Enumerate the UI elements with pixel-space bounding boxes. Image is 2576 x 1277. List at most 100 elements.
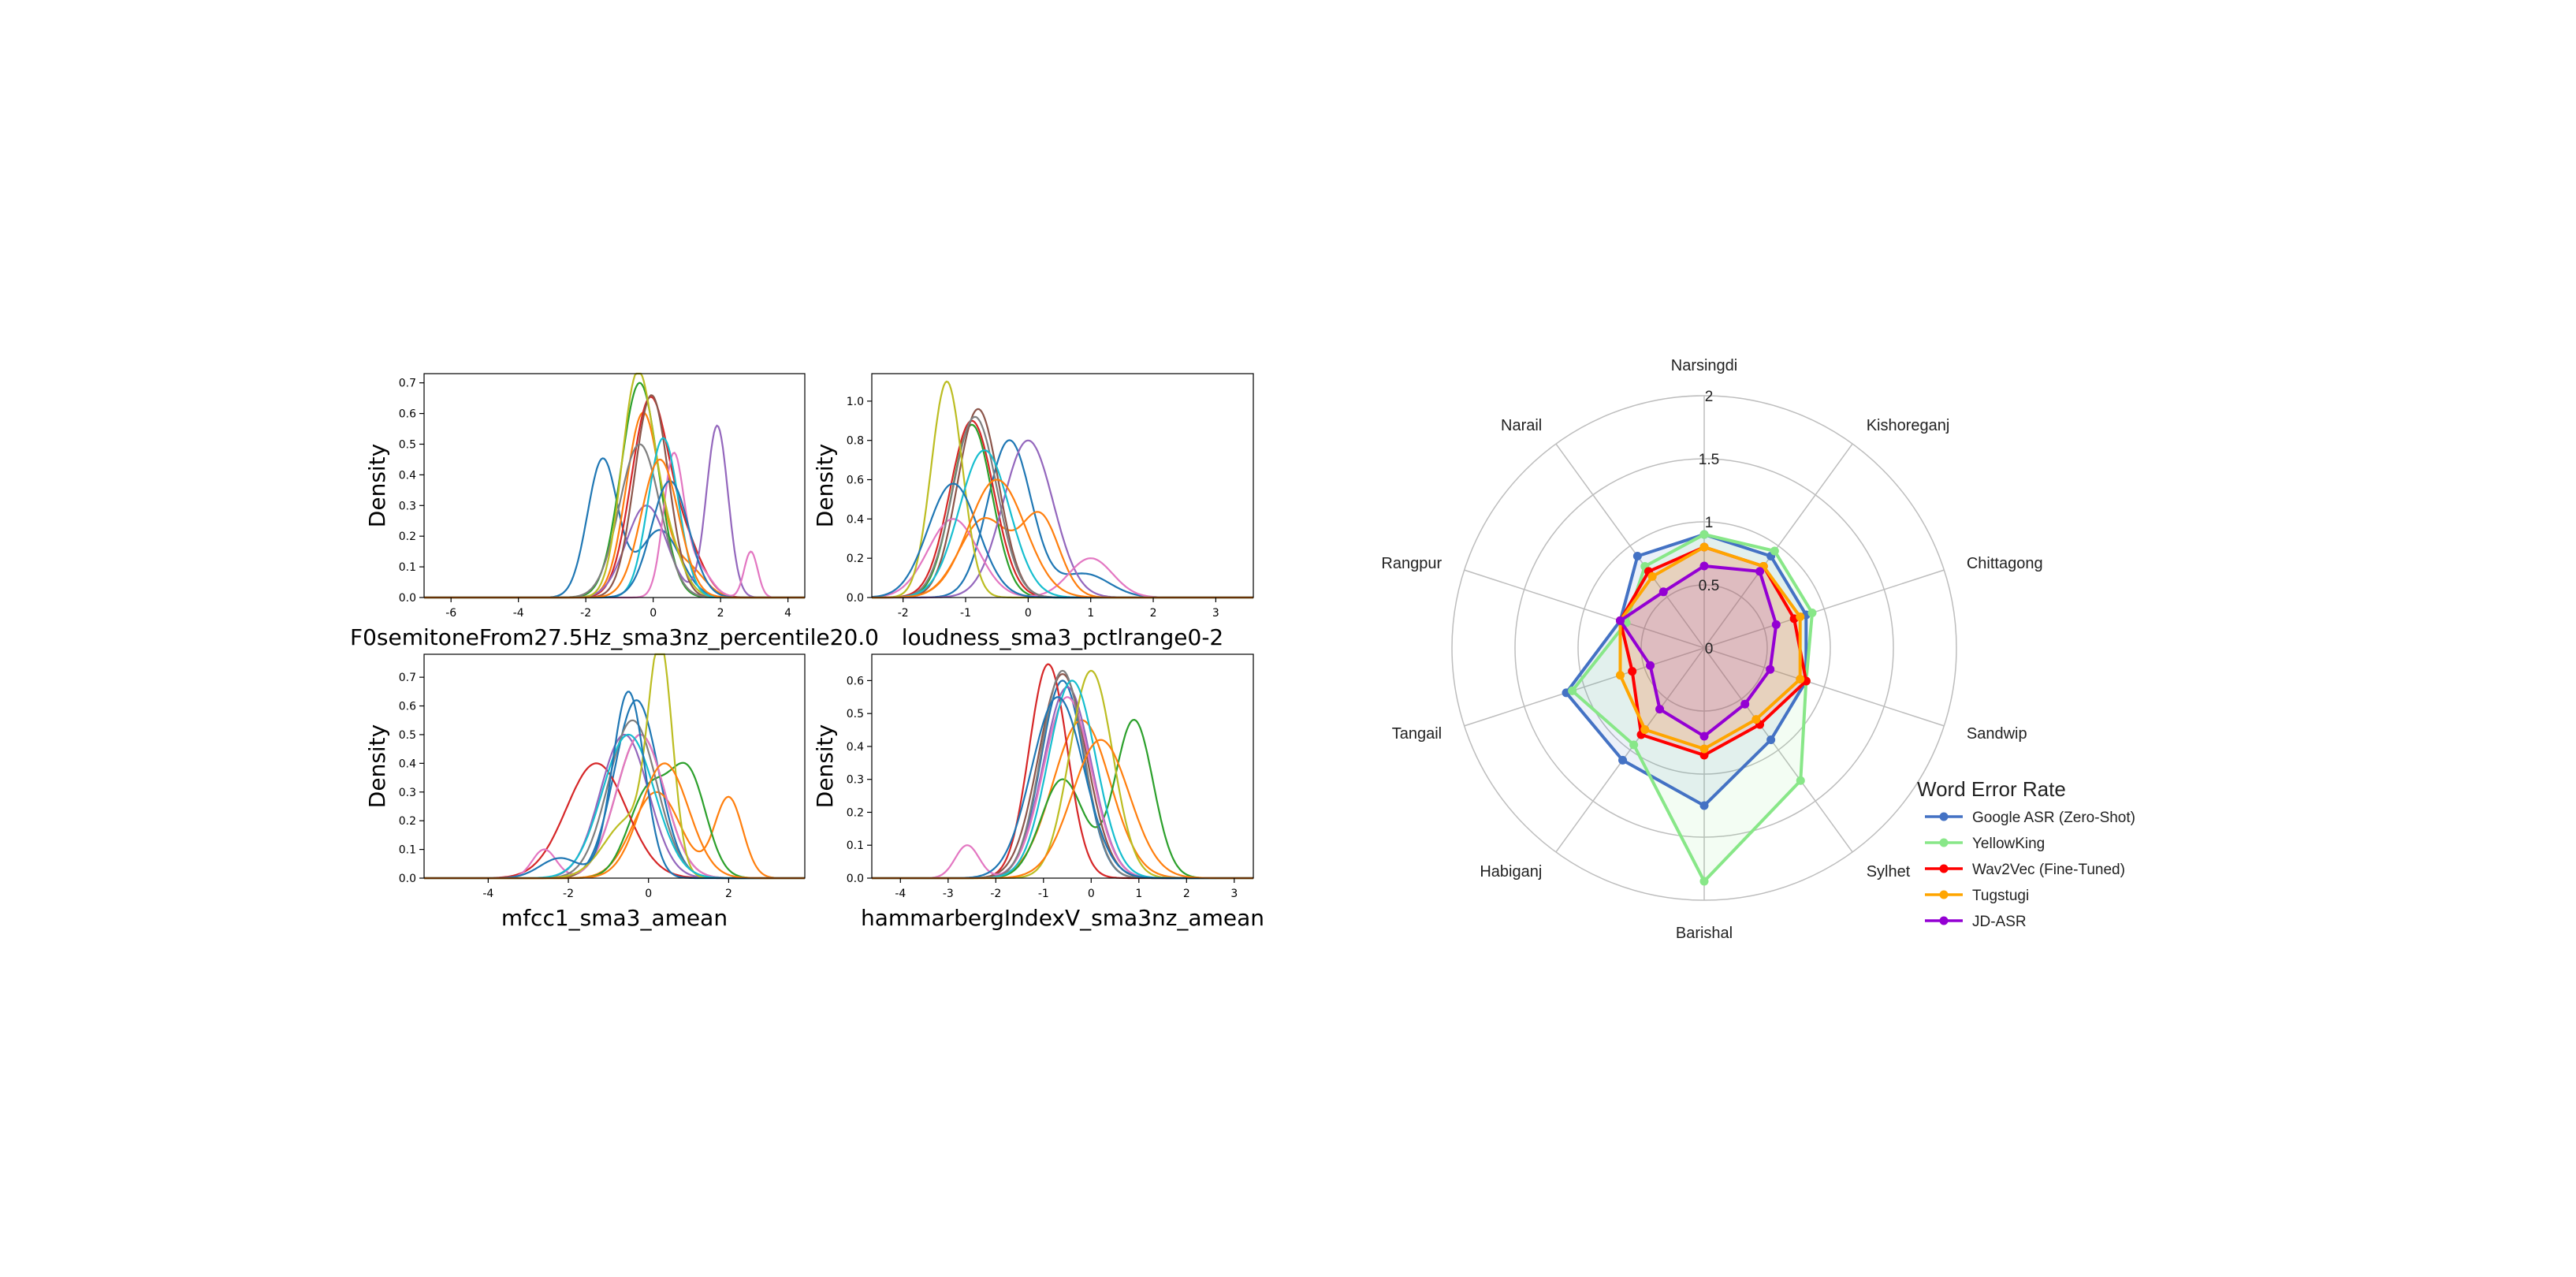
axes-frame <box>871 653 1254 879</box>
radar-point-2 <box>1628 667 1637 676</box>
y-tick-label: 0.6 <box>847 675 864 687</box>
x-tick-label: 2 <box>1150 607 1157 620</box>
kde-series-line-10 <box>872 696 1253 880</box>
y-tick-label: 0.0 <box>399 592 416 605</box>
radar-point-4 <box>1615 616 1625 625</box>
radar-point-0 <box>1766 735 1776 744</box>
kde-panel-f0semitone: -6 -4 -2 0 2 4 0.0 0.1 0.2 0.3 0.4 0.5 0.6 0.7 F0semit… <box>350 372 879 650</box>
legend-label: JD-ASR <box>1972 914 2027 930</box>
radar-point-4 <box>1699 732 1709 741</box>
radar-point-4 <box>1646 661 1655 670</box>
y-tick-label: 0.3 <box>399 787 416 799</box>
radar-category-label: Habiganj <box>1480 863 1542 880</box>
radar-category-label: Barishal <box>1676 925 1733 942</box>
radar-point-3 <box>1615 671 1625 680</box>
x-tick-label: -6 <box>445 607 456 620</box>
x-tick-label: -4 <box>482 888 493 900</box>
radar-point-3 <box>1699 542 1709 552</box>
x-tick-label: -2 <box>580 607 591 620</box>
x-tick-label: 2 <box>1183 888 1190 900</box>
kde-series-line-5 <box>872 672 1253 880</box>
x-tick-label: -3 <box>943 888 954 900</box>
radar-category-label: Sandwip <box>1967 725 2027 743</box>
radar-point-4 <box>1755 567 1765 576</box>
kde-series-line-2 <box>872 718 1253 880</box>
x-axis-label: hammarbergIndexV_sma3nz_amean <box>861 905 1264 931</box>
radar-point-1 <box>1770 546 1779 556</box>
y-tick-label: 0.3 <box>399 500 416 512</box>
radar-category-label: Kishoreganj <box>1867 417 1950 434</box>
x-tick-label: 0 <box>650 607 657 620</box>
y-axis-label: Density <box>364 724 390 808</box>
x-axis-label: mfcc1_sma3_amean <box>501 905 728 931</box>
radial-tick-label: 0 <box>1705 641 1714 657</box>
radar-category-label: Narail <box>1501 417 1542 434</box>
x-tick-label: -1 <box>960 607 971 620</box>
radar-spoke <box>1555 647 1705 853</box>
radar-spoke <box>1703 647 1853 853</box>
kde-panel-loudness: -2 -1 0 1 2 3 0.0 0.2 0.4 0.6 0.8 1.0 loudness_sma3_… <box>812 373 1254 650</box>
x-tick-label: 3 <box>1230 888 1238 900</box>
x-tick-label: -4 <box>513 607 524 620</box>
y-tick-label: 0.7 <box>399 672 416 684</box>
axes-frame <box>423 653 806 879</box>
kde-series-line-1 <box>872 719 1253 880</box>
kde-panel-mfcc1: -4 -2 0 2 0.0 0.1 0.2 0.3 0.4 0.5 0.6 0.7 mfcc1_sma3… <box>364 653 806 931</box>
radar-point-4 <box>1655 705 1665 714</box>
y-tick-label: 0.2 <box>847 553 864 565</box>
radar-series-area-2 <box>1620 547 1807 755</box>
radar-point-0 <box>1699 801 1709 810</box>
radar-series-area-3 <box>1620 547 1800 749</box>
kde-series-line-8 <box>872 380 1253 599</box>
x-tick-label: -4 <box>895 888 906 900</box>
radar-spoke <box>1703 443 1853 649</box>
kde-series-line-3 <box>872 419 1253 599</box>
y-axis-label: Density <box>812 724 838 808</box>
x-tick-label: 1 <box>1135 888 1142 900</box>
y-axis-label: Density <box>812 444 838 527</box>
radar-category-label: Narsingdi <box>1671 357 1737 374</box>
y-tick-label: 0.1 <box>847 840 864 852</box>
y-tick-label: 0.4 <box>847 513 864 526</box>
radar-point-4 <box>1740 699 1750 709</box>
radar-spoke <box>1703 647 1945 727</box>
x-tick-label: 3 <box>1212 607 1219 620</box>
axes-frame <box>423 373 806 598</box>
radial-tick-label: 1.5 <box>1699 452 1719 468</box>
x-tick-label: 0 <box>1025 607 1032 620</box>
radar-spoke <box>1555 443 1705 649</box>
legend-label: YellowKing <box>1972 836 2045 852</box>
y-tick-label: 0.4 <box>847 741 864 754</box>
y-tick-label: 0.1 <box>399 561 416 574</box>
y-tick-label: 0.0 <box>847 592 864 605</box>
legend-swatch-marker <box>1939 864 1949 873</box>
radar-point-1 <box>1807 609 1817 618</box>
radar-series-area-1 <box>1572 534 1812 881</box>
radar-category-label: Sylhet <box>1867 863 1911 880</box>
radar-point-3 <box>1796 675 1805 684</box>
kde-series-line-11 <box>872 739 1253 880</box>
kde-series-line-0 <box>424 699 805 880</box>
radar-point-1 <box>1796 776 1805 785</box>
y-tick-label: 0.0 <box>399 873 416 885</box>
y-tick-label: 0.5 <box>399 729 416 742</box>
x-tick-label: 0 <box>1088 888 1095 900</box>
x-tick-label: 2 <box>717 607 724 620</box>
y-axis-label: Density <box>364 444 390 527</box>
radar-category-label: Tangail <box>1392 725 1442 743</box>
legend-swatch-marker <box>1939 812 1949 821</box>
radar-point-3 <box>1640 725 1650 735</box>
radar-spoke <box>1703 569 1945 649</box>
radar-point-4 <box>1658 587 1668 597</box>
kde-series-line-10 <box>424 691 805 880</box>
y-tick-label: 0.5 <box>847 708 864 720</box>
kde-series-line-6 <box>872 696 1253 880</box>
axes-frame <box>871 373 1254 598</box>
radar-point-1 <box>1629 740 1639 750</box>
radar-point-3 <box>1796 612 1805 621</box>
radar-category-label: Chittagong <box>1967 555 2043 572</box>
x-axis-label: loudness_sma3_pctlrange0-2 <box>902 624 1224 650</box>
radar-point-4 <box>1699 561 1709 571</box>
y-tick-label: 1.0 <box>847 396 864 408</box>
y-tick-label: 0.6 <box>847 475 864 487</box>
